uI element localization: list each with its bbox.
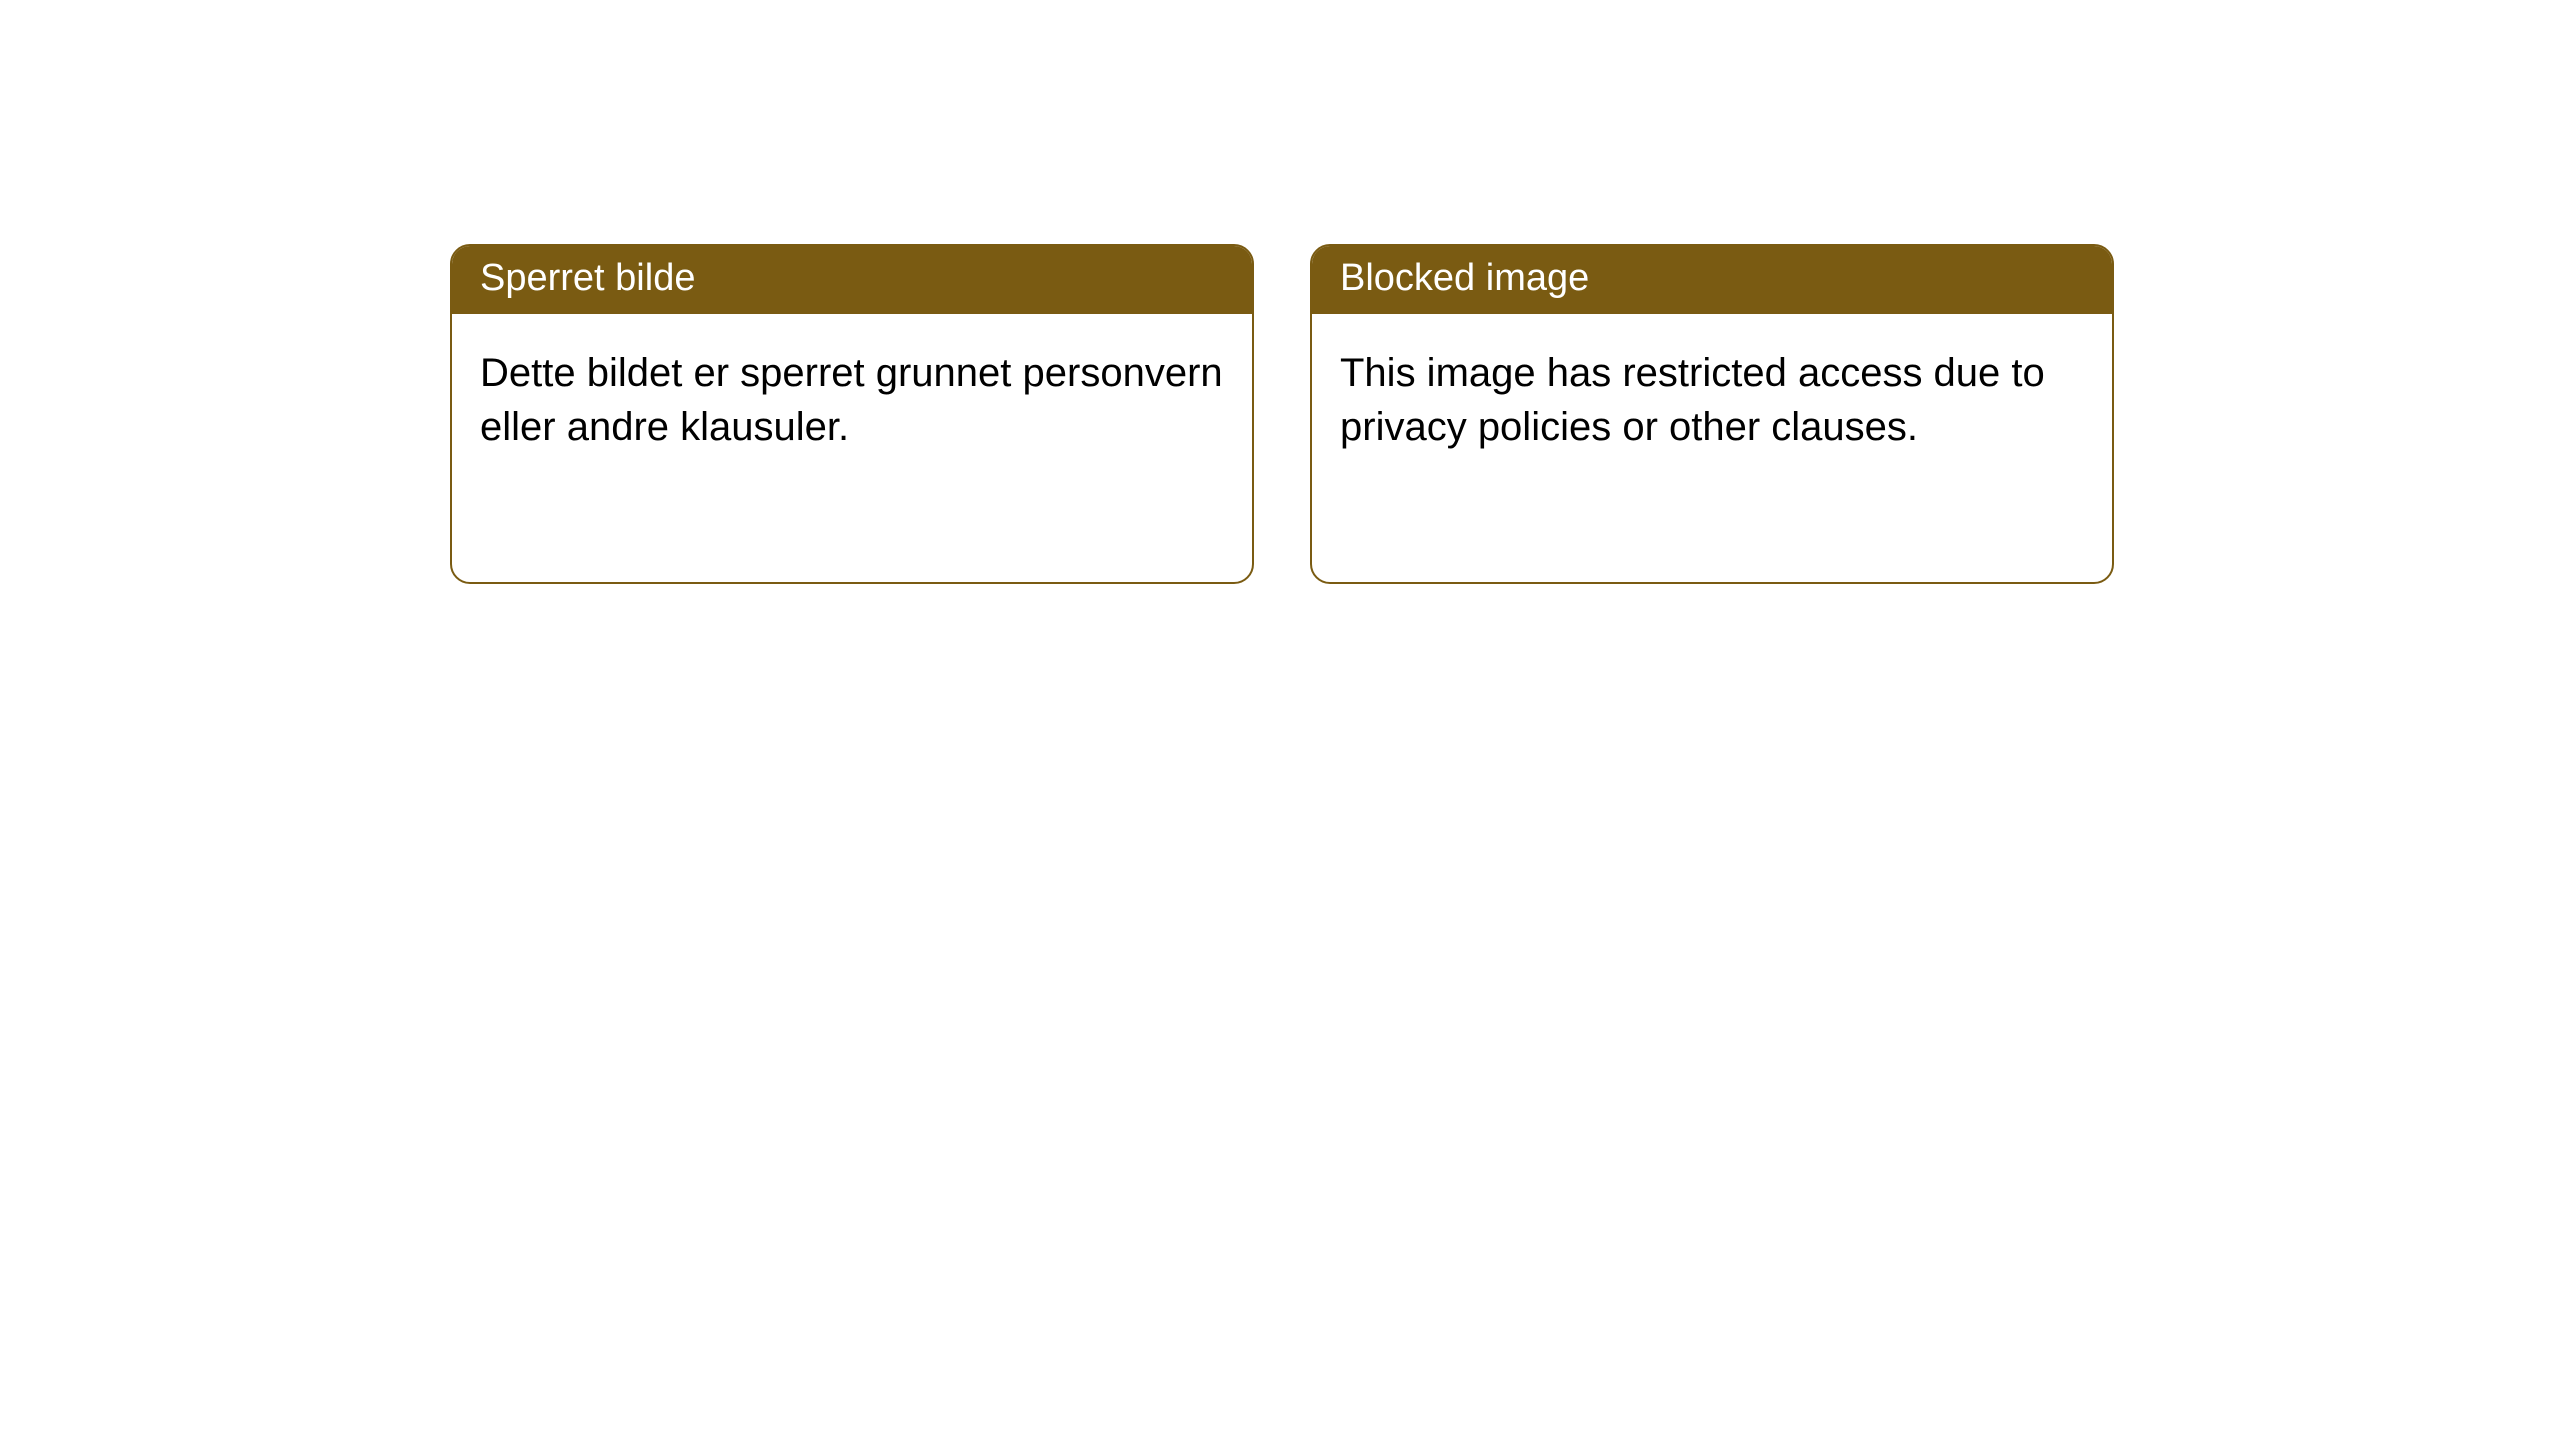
notice-title: Blocked image <box>1312 246 2112 314</box>
notice-body: This image has restricted access due to … <box>1312 314 2112 486</box>
notice-container: Sperret bilde Dette bildet er sperret gr… <box>0 0 2560 584</box>
notice-body: Dette bildet er sperret grunnet personve… <box>452 314 1252 486</box>
notice-title: Sperret bilde <box>452 246 1252 314</box>
notice-card-english: Blocked image This image has restricted … <box>1310 244 2114 584</box>
notice-card-norwegian: Sperret bilde Dette bildet er sperret gr… <box>450 244 1254 584</box>
